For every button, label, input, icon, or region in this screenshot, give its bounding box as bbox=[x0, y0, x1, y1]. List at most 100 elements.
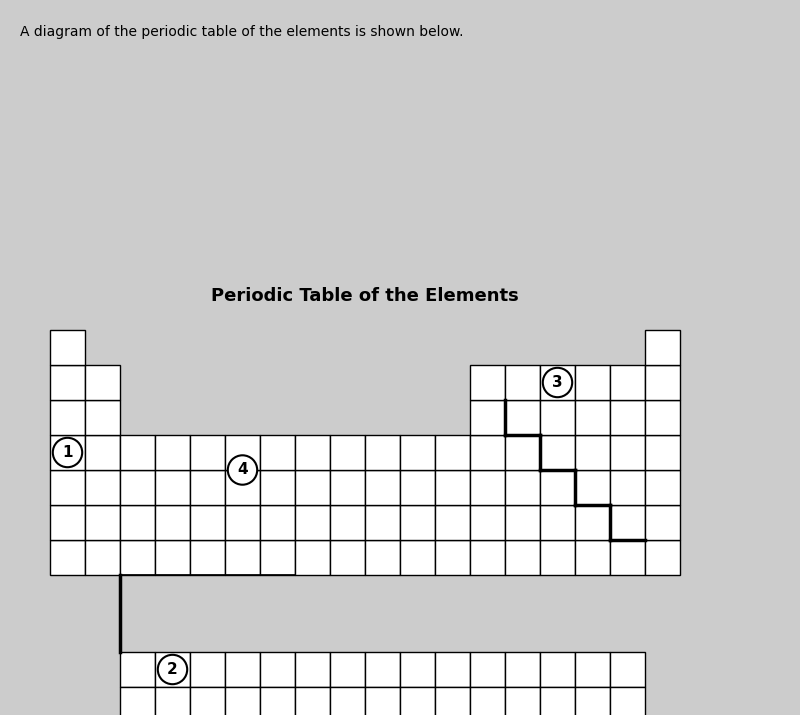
Bar bbox=[365, 540, 400, 575]
Bar bbox=[330, 470, 365, 505]
Bar bbox=[645, 365, 680, 400]
Bar bbox=[400, 435, 435, 470]
Bar bbox=[435, 435, 470, 470]
Bar bbox=[50, 330, 85, 365]
Bar bbox=[575, 470, 610, 505]
Bar bbox=[645, 330, 680, 365]
Bar bbox=[365, 687, 400, 715]
Bar bbox=[190, 505, 225, 540]
Bar bbox=[295, 435, 330, 470]
Bar bbox=[470, 400, 505, 435]
Bar bbox=[155, 687, 190, 715]
Circle shape bbox=[228, 455, 258, 485]
Bar bbox=[435, 505, 470, 540]
Bar bbox=[365, 470, 400, 505]
Bar bbox=[190, 470, 225, 505]
Bar bbox=[120, 652, 155, 687]
Bar bbox=[540, 400, 575, 435]
Bar bbox=[190, 435, 225, 470]
Bar bbox=[505, 505, 540, 540]
Bar bbox=[610, 365, 645, 400]
Bar bbox=[400, 687, 435, 715]
Bar bbox=[225, 505, 260, 540]
Bar bbox=[540, 505, 575, 540]
Bar bbox=[120, 470, 155, 505]
Bar bbox=[85, 470, 120, 505]
Bar bbox=[225, 652, 260, 687]
Bar bbox=[505, 400, 540, 435]
Bar bbox=[470, 365, 505, 400]
Bar bbox=[85, 505, 120, 540]
Bar bbox=[470, 652, 505, 687]
Text: 4: 4 bbox=[237, 463, 248, 478]
Bar bbox=[120, 540, 155, 575]
Text: Periodic Table of the Elements: Periodic Table of the Elements bbox=[211, 287, 519, 305]
Bar bbox=[155, 435, 190, 470]
Bar bbox=[365, 652, 400, 687]
Bar bbox=[645, 470, 680, 505]
Text: 3: 3 bbox=[552, 375, 563, 390]
Bar bbox=[575, 652, 610, 687]
Bar bbox=[645, 435, 680, 470]
Bar bbox=[85, 540, 120, 575]
Text: 2: 2 bbox=[167, 662, 178, 677]
Bar bbox=[610, 652, 645, 687]
Bar bbox=[470, 687, 505, 715]
Bar bbox=[400, 652, 435, 687]
Bar bbox=[645, 400, 680, 435]
Bar bbox=[155, 505, 190, 540]
Bar bbox=[645, 505, 680, 540]
Bar bbox=[330, 505, 365, 540]
Bar bbox=[505, 435, 540, 470]
Bar bbox=[435, 470, 470, 505]
Bar bbox=[400, 470, 435, 505]
Bar bbox=[400, 505, 435, 540]
Text: A diagram of the periodic table of the elements is shown below.: A diagram of the periodic table of the e… bbox=[20, 25, 463, 39]
Bar bbox=[435, 540, 470, 575]
Bar bbox=[260, 505, 295, 540]
Bar bbox=[225, 540, 260, 575]
Bar bbox=[50, 400, 85, 435]
Text: 1: 1 bbox=[62, 445, 73, 460]
Bar bbox=[225, 470, 260, 505]
Bar bbox=[155, 540, 190, 575]
Bar bbox=[540, 365, 575, 400]
Bar bbox=[295, 470, 330, 505]
Circle shape bbox=[53, 438, 82, 467]
Bar bbox=[435, 687, 470, 715]
Bar bbox=[540, 435, 575, 470]
Bar bbox=[120, 505, 155, 540]
Bar bbox=[50, 365, 85, 400]
Bar bbox=[575, 400, 610, 435]
Bar bbox=[505, 540, 540, 575]
Bar bbox=[540, 540, 575, 575]
Bar bbox=[575, 687, 610, 715]
Bar bbox=[610, 540, 645, 575]
Bar bbox=[505, 365, 540, 400]
Bar bbox=[470, 470, 505, 505]
Bar bbox=[575, 540, 610, 575]
Bar bbox=[470, 505, 505, 540]
Bar bbox=[120, 687, 155, 715]
Circle shape bbox=[542, 368, 572, 398]
Bar bbox=[190, 687, 225, 715]
Circle shape bbox=[158, 655, 187, 684]
Bar bbox=[505, 687, 540, 715]
Bar bbox=[190, 652, 225, 687]
Bar bbox=[260, 652, 295, 687]
Bar bbox=[365, 505, 400, 540]
Bar bbox=[330, 435, 365, 470]
Bar bbox=[225, 435, 260, 470]
Bar bbox=[610, 687, 645, 715]
Bar bbox=[330, 687, 365, 715]
Bar bbox=[435, 652, 470, 687]
Bar bbox=[575, 365, 610, 400]
Bar bbox=[85, 400, 120, 435]
Bar bbox=[155, 470, 190, 505]
Bar bbox=[85, 365, 120, 400]
Bar bbox=[225, 687, 260, 715]
Bar bbox=[120, 435, 155, 470]
Bar bbox=[295, 540, 330, 575]
Bar bbox=[260, 687, 295, 715]
Bar bbox=[295, 687, 330, 715]
